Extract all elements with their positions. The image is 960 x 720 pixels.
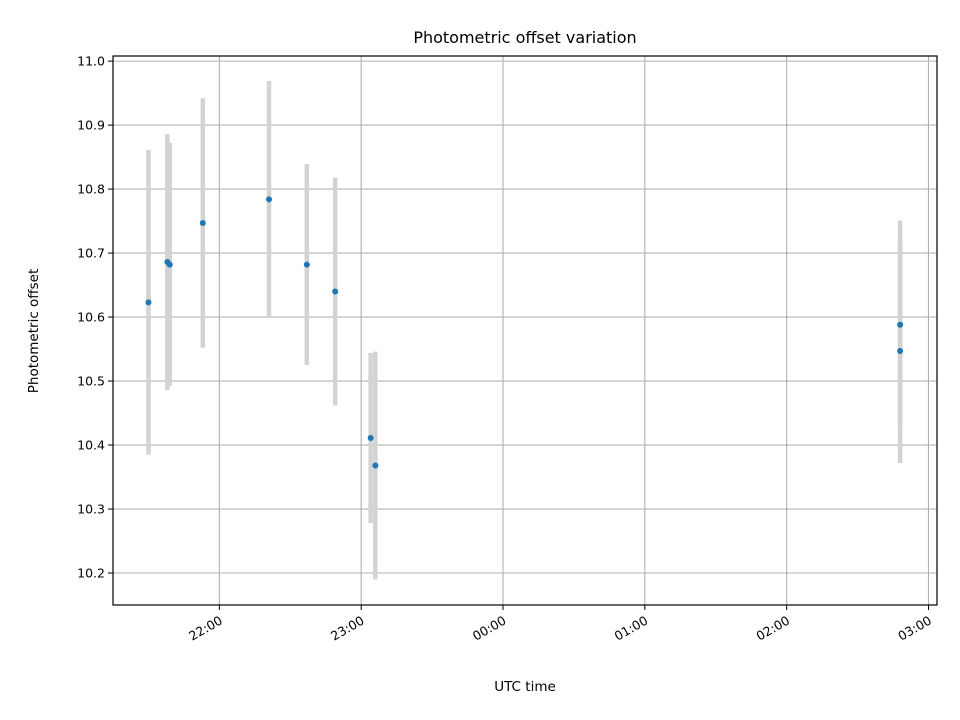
y-tick-label-1: 10.3: [77, 502, 105, 517]
data-point-2: [166, 261, 173, 268]
y-tick-label-6: 10.8: [77, 182, 105, 197]
y-tick-label-4: 10.6: [77, 310, 105, 325]
y-axis-label: Photometric offset: [26, 269, 42, 393]
y-tick-label-0: 10.2: [77, 566, 105, 581]
plot-frame: [112, 55, 938, 606]
chart-title: Photometric offset variation: [413, 28, 636, 47]
y-tick-label-8: 11.0: [77, 54, 105, 69]
y-tick-label-2: 10.4: [77, 438, 105, 453]
data-point-4: [266, 196, 273, 203]
x-axis-label: UTC time: [494, 679, 556, 695]
data-point-0: [145, 299, 152, 306]
y-axis-ticks: 10.2 10.3 10.4 10.5 10.6 10.7 10.8 10.9 11.0: [77, 54, 113, 581]
grid: [113, 56, 937, 605]
data-point-8: [372, 462, 379, 469]
data-point-9: [897, 321, 904, 328]
data-point-6: [332, 288, 339, 295]
data-points: [145, 196, 904, 469]
data-point-5: [303, 261, 310, 268]
y-tick-label-5: 10.7: [77, 246, 105, 261]
data-point-3: [199, 220, 206, 227]
y-tick-label-3: 10.5: [77, 374, 105, 389]
data-point-7: [367, 434, 374, 441]
data-point-10: [897, 347, 904, 354]
y-tick-label-7: 10.9: [77, 118, 105, 133]
